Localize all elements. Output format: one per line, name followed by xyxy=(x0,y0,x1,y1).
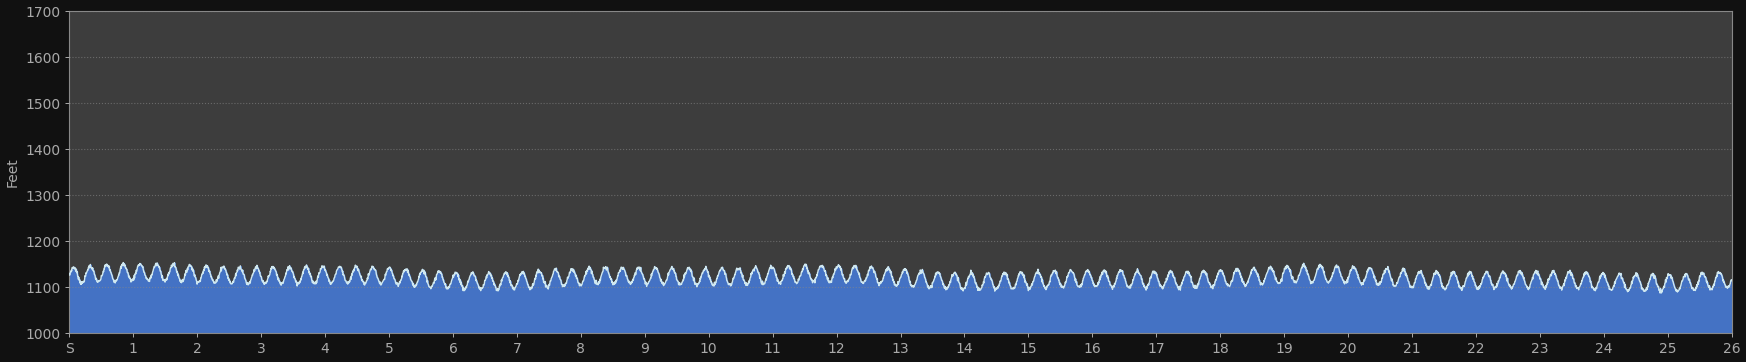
Y-axis label: Feet: Feet xyxy=(5,157,19,187)
